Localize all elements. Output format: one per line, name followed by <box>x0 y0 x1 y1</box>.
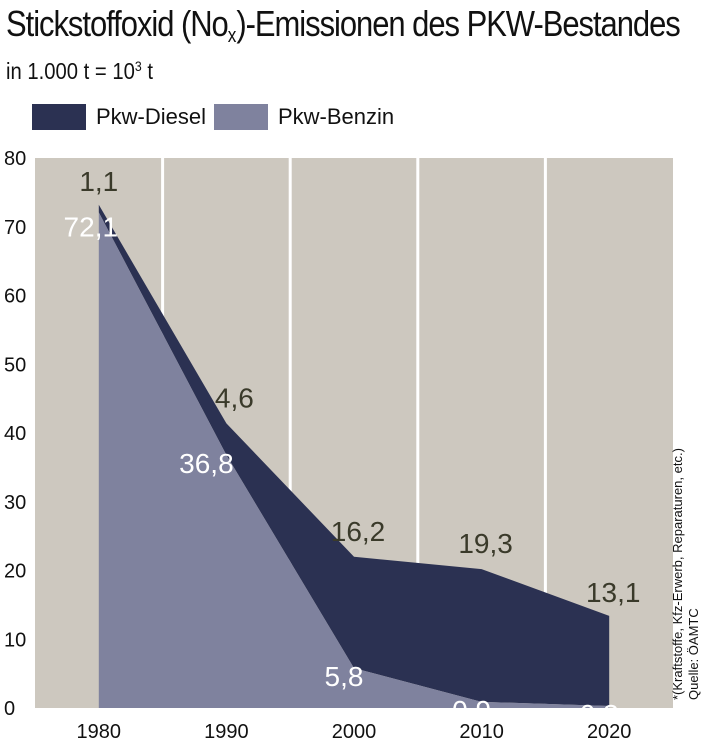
chart-title: Stickstoffoxid (Nox)-Emissionen des PKW-… <box>6 2 681 58</box>
x-tick-label-2010: 2010 <box>459 721 504 743</box>
chart-subtitle: in 1.000 t = 103 t <box>6 52 153 85</box>
x-tick-label-2020: 2020 <box>587 721 632 743</box>
x-tick-label-2000: 2000 <box>332 721 377 743</box>
subtitle-superscript: 3 <box>134 58 142 74</box>
y-tick-label-10: 10 <box>4 629 26 651</box>
data-label-benzin-1990: 36,8 <box>179 448 234 479</box>
source-credit: Quelle: ÖAMTC <box>686 608 701 700</box>
y-tick-label-40: 40 <box>4 423 26 445</box>
legend-swatch-benzin <box>214 104 268 130</box>
footnote: *(Kraftstoffe, Kfz-Erwerb, Reparaturen, … <box>670 448 685 700</box>
data-label-diesel-1980: 1,1 <box>79 166 118 197</box>
data-label-benzin-2010: 0,9 <box>452 695 491 726</box>
data-label-diesel-2020: 13,1 <box>586 577 641 608</box>
y-tick-label-80: 80 <box>4 148 26 170</box>
data-label-diesel-1990: 4,6 <box>215 382 254 413</box>
y-tick-label-70: 70 <box>4 217 26 239</box>
y-tick-label-30: 30 <box>4 492 26 514</box>
data-label-diesel-2010: 19,3 <box>458 528 513 559</box>
subtitle-main: in 1.000 t = 10 <box>6 58 135 84</box>
x-tick-label-1990: 1990 <box>204 721 249 743</box>
data-label-benzin-2000: 5,8 <box>325 661 364 692</box>
x-tick-label-1980: 1980 <box>77 721 122 743</box>
title-rest: )-Emissionen des PKW-Bestandes <box>236 3 680 44</box>
title-subscript: x <box>227 25 237 47</box>
y-tick-label-60: 60 <box>4 286 26 308</box>
legend-swatch-diesel <box>32 104 86 130</box>
data-label-benzin-2020: 0,3 <box>580 699 619 730</box>
subtitle-rest: t <box>141 58 153 84</box>
y-tick-label-50: 50 <box>4 354 26 376</box>
y-tick-label-0: 0 <box>4 698 15 720</box>
data-label-diesel-2000: 16,2 <box>331 516 386 547</box>
data-label-benzin-1980: 72,1 <box>64 211 119 242</box>
y-tick-label-20: 20 <box>4 561 26 583</box>
area-pkw-diesel <box>98 204 610 706</box>
legend-label-benzin: Pkw-Benzin <box>278 104 395 129</box>
area-pkw-benzin <box>98 212 610 708</box>
legend-label-diesel: Pkw-Diesel <box>96 104 207 129</box>
title-main: Stickstoffoxid (No <box>6 3 229 44</box>
source-notes: *(Kraftstoffe, Kfz-Erwerb, Reparaturen, … <box>670 448 702 700</box>
